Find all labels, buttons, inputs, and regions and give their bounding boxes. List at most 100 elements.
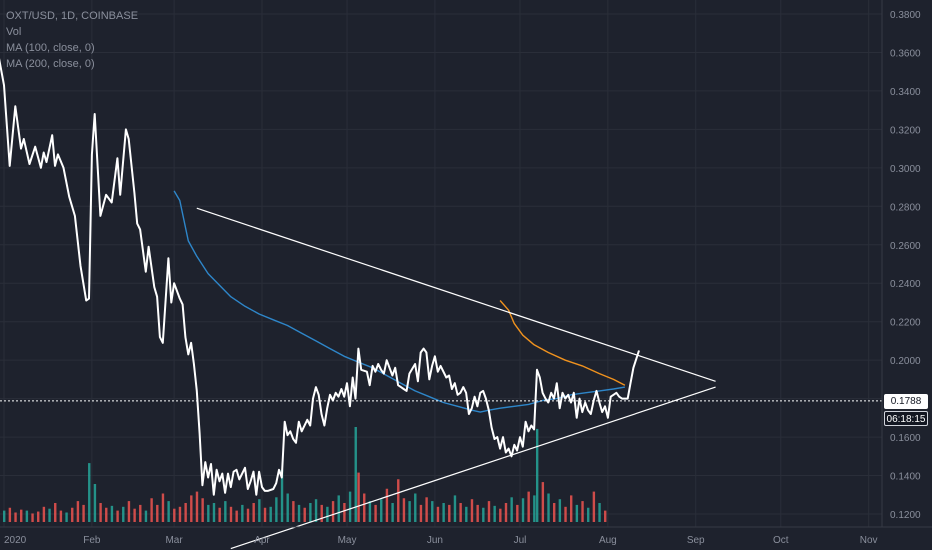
volume-bar: [320, 504, 323, 522]
price-axis[interactable]: 0.3800 0.3600 0.3400 0.3200 0.3000 0.2800 0.26…: [890, 10, 921, 521]
volume-bar: [235, 510, 238, 522]
volume-bar: [127, 501, 131, 522]
volume-bar: [558, 499, 562, 522]
support-trendline: [230, 386, 716, 550]
volume-bar: [258, 499, 261, 522]
volume-bar: [82, 504, 85, 522]
volume-bar: [314, 499, 318, 522]
volume-bar: [76, 501, 80, 522]
volume-bar: [201, 498, 204, 522]
volume-bar: [453, 495, 457, 522]
volume-bar: [93, 484, 97, 522]
volume-bar: [541, 482, 545, 522]
volume-bar: [88, 463, 91, 522]
resistance-trendline: [196, 207, 716, 382]
volume-bar: [385, 488, 389, 522]
x-tick-label: 2020: [4, 535, 27, 546]
volume-bar: [246, 508, 250, 522]
volume-bar: [402, 498, 406, 522]
legend-symbol[interactable]: OXT/USD, 1D, COINBASE: [6, 10, 139, 22]
volume-bar: [552, 503, 556, 522]
volume-bar: [419, 504, 423, 522]
bar-countdown-label: 06:18:15: [884, 410, 928, 426]
volume-bar: [581, 501, 584, 522]
ma200-line: [499, 300, 626, 386]
y-tick-label: 0.1600: [890, 433, 921, 444]
volume-bar: [499, 508, 502, 522]
volume-bar: [516, 504, 519, 522]
volume-bar: [487, 501, 491, 522]
trendlines[interactable]: [196, 207, 716, 550]
volume-bar: [431, 501, 434, 522]
volume-bar: [510, 497, 513, 522]
legend-ma100[interactable]: MA (100, close, 0): [6, 42, 95, 54]
y-tick-label: 0.2200: [890, 318, 921, 329]
volume-bar: [269, 506, 272, 522]
y-tick-label: 0.1400: [890, 472, 921, 483]
volume-bar: [476, 504, 479, 522]
y-tick-label: 0.3200: [890, 125, 921, 136]
volume-bar: [116, 510, 119, 522]
volume-bar: [190, 495, 193, 522]
volume-bar: [326, 506, 329, 522]
y-tick-label: 0.3000: [890, 164, 921, 175]
x-tick-label: Apr: [254, 535, 270, 546]
volume-bar: [527, 491, 530, 522]
volume-bar: [604, 510, 607, 522]
volume-bar: [397, 479, 400, 522]
volume-bar: [99, 503, 102, 522]
x-tick-label: Feb: [83, 535, 101, 546]
volume-bar: [25, 510, 29, 522]
volume-bar: [297, 504, 301, 522]
volume-bar: [286, 493, 289, 522]
volume-bar: [144, 510, 148, 522]
volume-bar: [71, 507, 74, 522]
time-axis[interactable]: 2020 Feb Mar Apr May Jun Jul Aug Sep Oct Nov: [0, 526, 932, 546]
volume-bar: [229, 506, 233, 522]
x-tick-label: Mar: [165, 535, 183, 546]
volume-bar: [309, 503, 312, 522]
x-tick-label: Jul: [514, 535, 527, 546]
current-price-label: 0.1788: [884, 393, 928, 409]
volume-bar: [218, 507, 221, 522]
legend-volume[interactable]: Vol: [6, 26, 22, 38]
volume-bar: [465, 506, 468, 522]
volume-bar: [374, 504, 377, 522]
volume-bar: [380, 499, 383, 522]
volume-bar: [263, 507, 267, 522]
volume-bar: [105, 507, 108, 522]
volume-bar: [459, 503, 462, 522]
volume-bar: [20, 509, 23, 522]
volume-bar: [252, 503, 255, 522]
volume-bar: [408, 501, 411, 522]
y-tick-label: 0.2800: [890, 202, 921, 213]
y-tick-label: 0.2600: [890, 241, 921, 252]
x-tick-label: Oct: [773, 535, 789, 546]
volume-bar: [156, 504, 159, 522]
volume-bar: [564, 506, 567, 522]
volume-bar: [343, 503, 346, 522]
volume-bar: [504, 503, 508, 522]
volume-bar: [493, 505, 496, 522]
volume-bar: [535, 428, 539, 522]
chart-legend: OXT/USD, 1D, COINBASE Vol MA (100, close…: [6, 8, 138, 72]
y-tick-label: 0.3600: [890, 48, 921, 59]
ma100-line: [173, 190, 626, 413]
volume-bar: [212, 503, 216, 522]
x-tick-label: Nov: [860, 535, 878, 546]
legend-ma200[interactable]: MA (200, close, 0): [6, 58, 95, 70]
volume-bar: [48, 508, 51, 522]
volume-bar: [139, 504, 142, 522]
volume-bar: [391, 503, 394, 522]
grid-lines: [0, 0, 882, 527]
volume-bar: [184, 503, 187, 522]
x-tick-label: Aug: [599, 535, 617, 546]
x-tick-label: Sep: [687, 535, 705, 546]
volume-bar: [195, 491, 199, 522]
volume-bar: [547, 493, 550, 522]
series-lines: [0, 58, 640, 496]
volume-bar: [275, 497, 278, 522]
price-line: [0, 58, 640, 496]
